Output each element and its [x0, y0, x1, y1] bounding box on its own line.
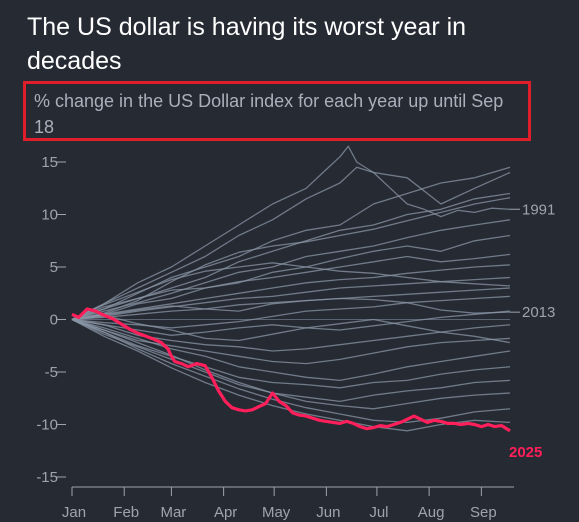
series-line: [71, 318, 511, 382]
chart-subtitle: % change in the US Dollar index for each…: [34, 91, 504, 137]
x-tick-label: Mar: [160, 504, 186, 521]
series-line: [71, 318, 511, 365]
x-tick-label: May: [262, 504, 291, 521]
series-line: [71, 166, 511, 321]
y-tick-label: 5: [50, 259, 58, 276]
x-tick-label: Feb: [113, 504, 139, 521]
y-tick-label: 0: [50, 312, 58, 329]
series-line: [71, 264, 511, 321]
x-tick-label: Jun: [316, 504, 340, 521]
series-line: [71, 318, 511, 410]
series-labels: 2025 1991 2013: [509, 201, 555, 461]
series-label: 1991: [522, 201, 555, 218]
series-line: [71, 145, 511, 321]
highlight-series-group: [71, 307, 511, 433]
x-tick-label: Apr: [214, 504, 237, 521]
series-line: [71, 262, 511, 321]
y-tick-label: -15: [36, 469, 58, 486]
y-tick-label: -5: [45, 364, 58, 381]
x-tick-label: Jul: [369, 504, 388, 521]
y-axis: 15 10 5 0 -5 -10 -15: [36, 154, 66, 486]
series-label-highlight: 2025: [509, 444, 542, 461]
series-label: 2013: [522, 304, 555, 321]
series-line: [71, 276, 511, 321]
y-tick-label: -10: [36, 417, 58, 434]
series-line: [71, 219, 511, 321]
x-tick-label: Aug: [418, 504, 445, 521]
x-tick-label: Sep: [470, 504, 497, 521]
x-tick-label: Jan: [62, 504, 86, 521]
series-line: [71, 318, 511, 403]
y-tick-label: 15: [41, 154, 58, 171]
x-axis: Jan Feb Mar Apr May Jun Jul Aug Sep: [62, 319, 514, 521]
background-series-group: [71, 145, 511, 432]
series-line: [71, 318, 511, 389]
series-line: [71, 314, 511, 344]
chart-title: The US dollar is having its worst year i…: [27, 13, 467, 75]
chart-subtitle-box: % change in the US Dollar index for each…: [23, 81, 531, 141]
series-line: [71, 287, 511, 321]
series-line: [71, 234, 511, 321]
y-tick-label: 10: [41, 207, 58, 224]
series-line: [71, 197, 511, 321]
series-line-highlight: [71, 307, 511, 433]
series-line: [71, 310, 511, 336]
